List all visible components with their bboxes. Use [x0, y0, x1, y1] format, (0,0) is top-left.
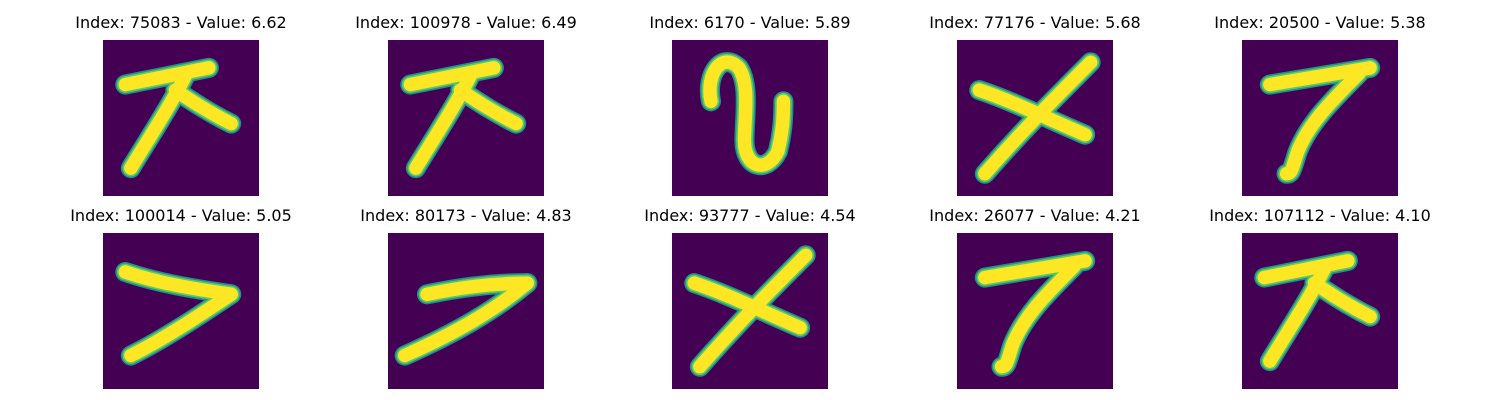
glyph-stroke	[1279, 66, 1366, 181]
pen-stroke-seven	[957, 233, 1113, 389]
tile-title: Index: 80173 - Value: 4.83	[360, 206, 572, 225]
pen-stroke-cross-forward	[388, 40, 544, 196]
glyph-stroke	[693, 248, 813, 374]
glyph-stroke	[453, 83, 523, 131]
glyph-stroke	[978, 55, 1098, 181]
tile-title: Index: 107112 - Value: 4.10	[1209, 206, 1431, 225]
glyph-stroke	[118, 61, 216, 92]
glyph-stroke	[420, 276, 534, 301]
image-tile: Index: 75083 - Value: 6.62	[31, 13, 331, 203]
tile-title: Index: 26077 - Value: 4.21	[929, 206, 1141, 225]
tile-title: Index: 100014 - Value: 5.05	[70, 206, 292, 225]
glyph-stroke	[124, 287, 238, 363]
glyph-stroke	[1257, 254, 1355, 285]
glyph-stroke	[124, 66, 194, 175]
glyph-image	[103, 40, 259, 196]
image-tile: Index: 20500 - Value: 5.38	[1170, 13, 1470, 203]
image-tile: Index: 107112 - Value: 4.10	[1170, 206, 1470, 396]
glyph-image	[957, 40, 1113, 196]
pen-stroke-cross-x	[672, 233, 828, 389]
glyph-stroke	[972, 83, 1092, 142]
tile-title: Index: 75083 - Value: 6.62	[75, 13, 287, 32]
pen-stroke-seven-thin	[388, 233, 544, 389]
glyph-stroke	[118, 265, 238, 301]
glyph-image	[103, 233, 259, 389]
glyph-stroke	[703, 55, 791, 172]
glyph-image	[672, 233, 828, 389]
glyph-image	[1242, 233, 1398, 389]
glyph-stroke	[409, 66, 479, 175]
glyph-stroke	[1307, 276, 1377, 324]
pen-stroke-seven	[1242, 40, 1398, 196]
tile-title: Index: 77176 - Value: 5.68	[929, 13, 1141, 32]
glyph-stroke	[403, 61, 501, 92]
image-tile: Index: 93777 - Value: 4.54	[600, 206, 900, 396]
glyph-stroke	[1263, 259, 1333, 368]
pen-stroke-cross-forward	[1242, 233, 1398, 389]
image-tile: Index: 6170 - Value: 5.89	[600, 13, 900, 203]
pen-stroke-loop	[672, 40, 828, 196]
tile-title: Index: 20500 - Value: 5.38	[1214, 13, 1426, 32]
tile-title: Index: 6170 - Value: 5.89	[649, 13, 851, 32]
glyph-stroke	[398, 276, 534, 363]
image-tile: Index: 100014 - Value: 5.05	[31, 206, 331, 396]
glyph-stroke	[687, 276, 807, 335]
glyph-image	[957, 233, 1113, 389]
glyph-image	[1242, 40, 1398, 196]
tile-title: Index: 93777 - Value: 4.54	[644, 206, 856, 225]
glyph-image	[388, 233, 544, 389]
pen-stroke-cross-forward	[103, 40, 259, 196]
tile-title: Index: 100978 - Value: 6.49	[355, 13, 577, 32]
glyph-image	[388, 40, 544, 196]
glyph-image	[672, 40, 828, 196]
glyph-stroke	[168, 83, 238, 131]
glyph-stroke	[994, 259, 1081, 374]
image-tile: Index: 26077 - Value: 4.21	[885, 206, 1185, 396]
pen-stroke-seven-wide	[103, 233, 259, 389]
image-tile: Index: 80173 - Value: 4.83	[316, 206, 616, 396]
image-tile: Index: 77176 - Value: 5.68	[885, 13, 1185, 203]
image-tile: Index: 100978 - Value: 6.49	[316, 13, 616, 203]
pen-stroke-cross-x	[957, 40, 1113, 196]
